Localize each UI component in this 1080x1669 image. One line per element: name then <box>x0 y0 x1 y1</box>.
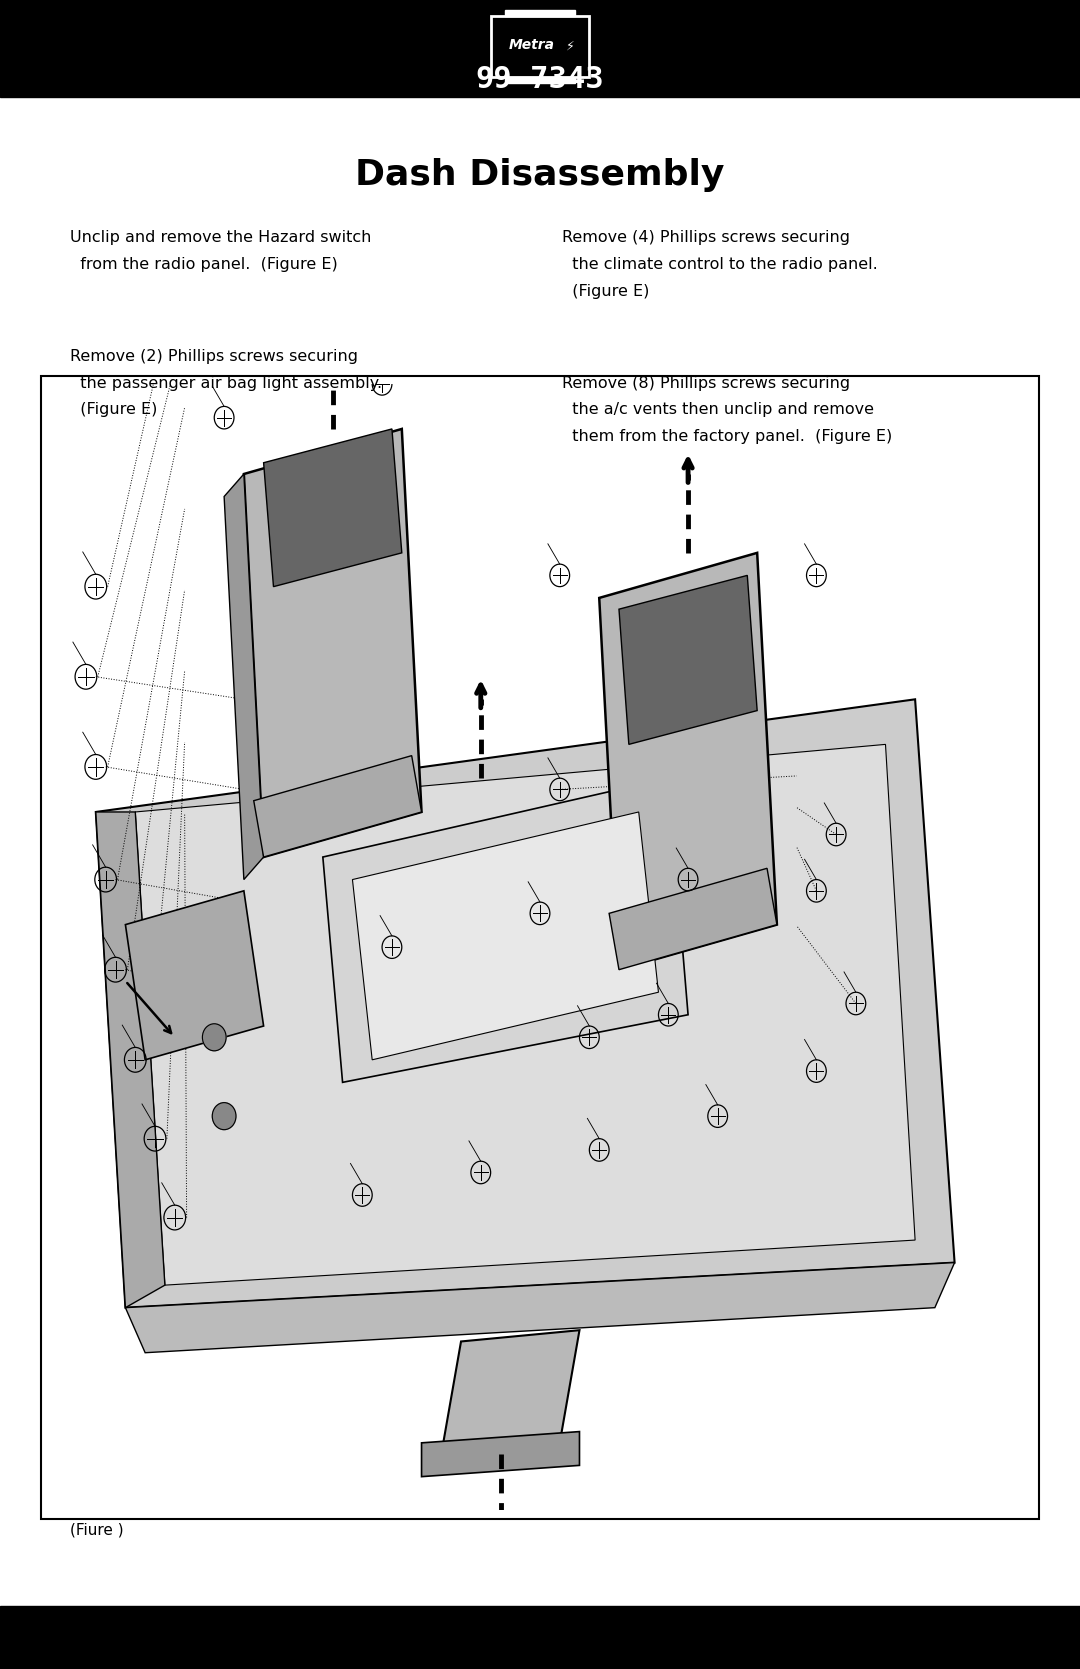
Text: Remove (4) Phillips screws securing: Remove (4) Phillips screws securing <box>562 230 850 245</box>
Text: Remove (2) Phillips screws securing: Remove (2) Phillips screws securing <box>70 349 359 364</box>
Text: (Figure E): (Figure E) <box>562 284 649 299</box>
Polygon shape <box>244 429 421 858</box>
Polygon shape <box>599 552 777 970</box>
Circle shape <box>202 1023 226 1051</box>
Text: ⚡: ⚡ <box>566 40 575 53</box>
Bar <box>0 0 1080 97</box>
Polygon shape <box>225 474 264 880</box>
Text: the climate control to the radio panel.: the climate control to the radio panel. <box>562 257 877 272</box>
Circle shape <box>213 1103 235 1130</box>
Polygon shape <box>96 699 955 1308</box>
Bar <box>41 376 1039 1519</box>
Text: from the radio panel.  (Figure E): from the radio panel. (Figure E) <box>70 257 338 272</box>
Text: 99-7343: 99-7343 <box>475 65 605 93</box>
Polygon shape <box>609 868 777 970</box>
Polygon shape <box>421 1432 580 1477</box>
Text: (Fiure ): (Fiure ) <box>70 1524 124 1537</box>
Polygon shape <box>125 891 264 1060</box>
Text: Unclip and remove the Hazard switch: Unclip and remove the Hazard switch <box>70 230 372 245</box>
Polygon shape <box>125 1262 955 1352</box>
Text: them from the factory panel.  (Figure E): them from the factory panel. (Figure E) <box>562 429 892 444</box>
Text: Dash Disassembly: Dash Disassembly <box>355 159 725 192</box>
Bar <box>491 17 589 77</box>
Text: Remove (8) Phillips screws securing: Remove (8) Phillips screws securing <box>562 376 850 391</box>
Text: the a/c vents then unclip and remove: the a/c vents then unclip and remove <box>562 402 874 417</box>
Polygon shape <box>323 778 688 1083</box>
Polygon shape <box>96 813 165 1308</box>
Bar <box>0 1606 1080 1669</box>
Polygon shape <box>264 429 402 587</box>
Polygon shape <box>442 1330 580 1454</box>
Polygon shape <box>352 813 659 1060</box>
Polygon shape <box>135 744 915 1285</box>
Bar <box>505 77 576 83</box>
Bar <box>505 10 576 17</box>
Polygon shape <box>619 576 757 744</box>
Text: the passenger air bag light assembly.: the passenger air bag light assembly. <box>70 376 382 391</box>
Text: Metra: Metra <box>509 38 554 52</box>
Text: (Figure E): (Figure E) <box>70 402 158 417</box>
Polygon shape <box>254 756 421 858</box>
